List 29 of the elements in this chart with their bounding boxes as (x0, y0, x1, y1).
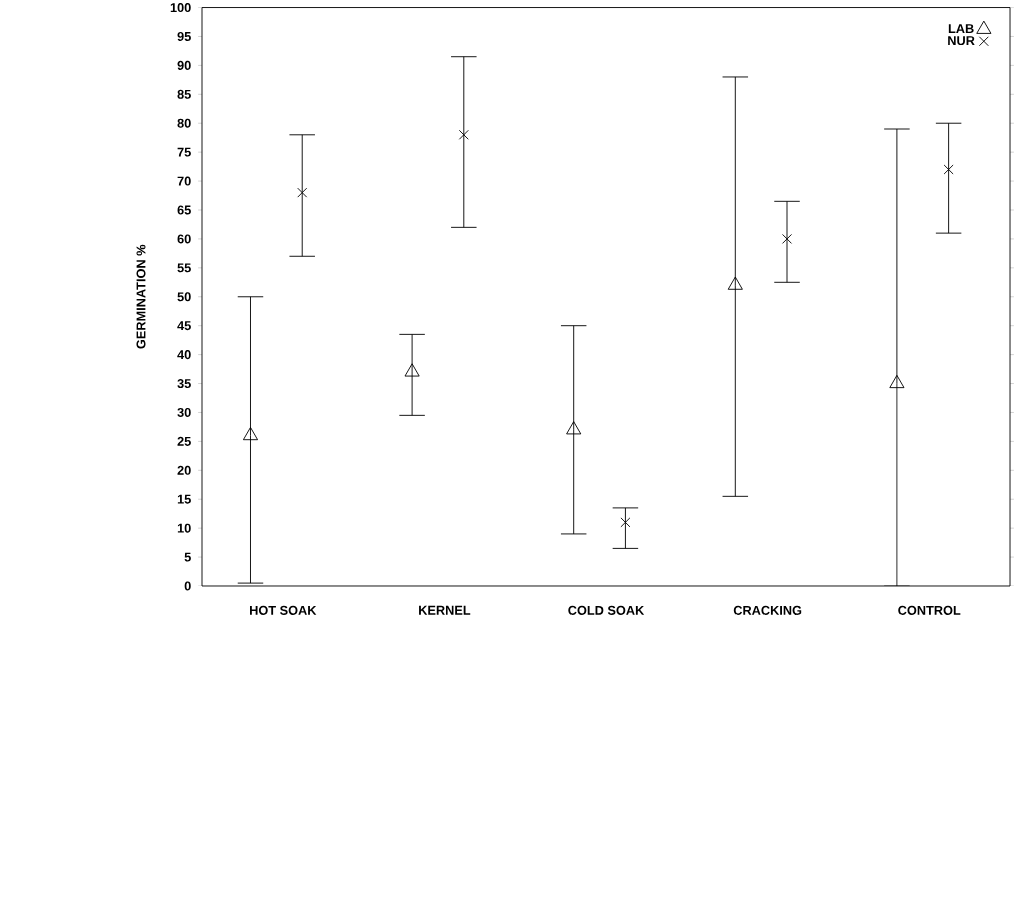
y-tick-label: 90 (177, 61, 191, 71)
x-tick-label: COLD SOAK (568, 605, 645, 616)
y-tick-label: 85 (177, 89, 191, 99)
y-axis-title: GERMINATION % (136, 244, 146, 349)
y-tick-label: 55 (177, 263, 191, 273)
y-tick-label: 75 (177, 147, 191, 157)
y-tick-label: 25 (177, 437, 191, 447)
y-tick-label: 40 (177, 350, 191, 360)
y-tick-label: 70 (177, 176, 191, 186)
y-tick-label: 100 (170, 3, 191, 13)
y-tick-label: 50 (177, 292, 191, 302)
y-tick-label: 65 (177, 205, 191, 215)
y-tick-label: 95 (177, 32, 191, 42)
y-tick-label: 20 (177, 465, 191, 475)
y-tick-label: 5 (184, 552, 191, 562)
y-tick-label: 60 (177, 234, 191, 244)
y-tick-label: 80 (177, 118, 191, 128)
legend-label: NUR (948, 36, 975, 46)
y-tick-label: 15 (177, 494, 191, 504)
y-tick-label: 45 (177, 321, 191, 331)
x-tick-label: KERNEL (419, 606, 471, 615)
legend-label: LAB (948, 24, 974, 34)
y-tick-label: 35 (177, 379, 191, 389)
y-tick-label: 0 (184, 581, 191, 591)
x-tick-label: HOT SOAK (250, 605, 317, 616)
x-tick-label: CONTROL (898, 605, 961, 616)
x-tick-label: CRACKING (733, 605, 802, 616)
y-tick-label: 30 (177, 408, 191, 418)
y-tick-label: 10 (177, 523, 191, 533)
